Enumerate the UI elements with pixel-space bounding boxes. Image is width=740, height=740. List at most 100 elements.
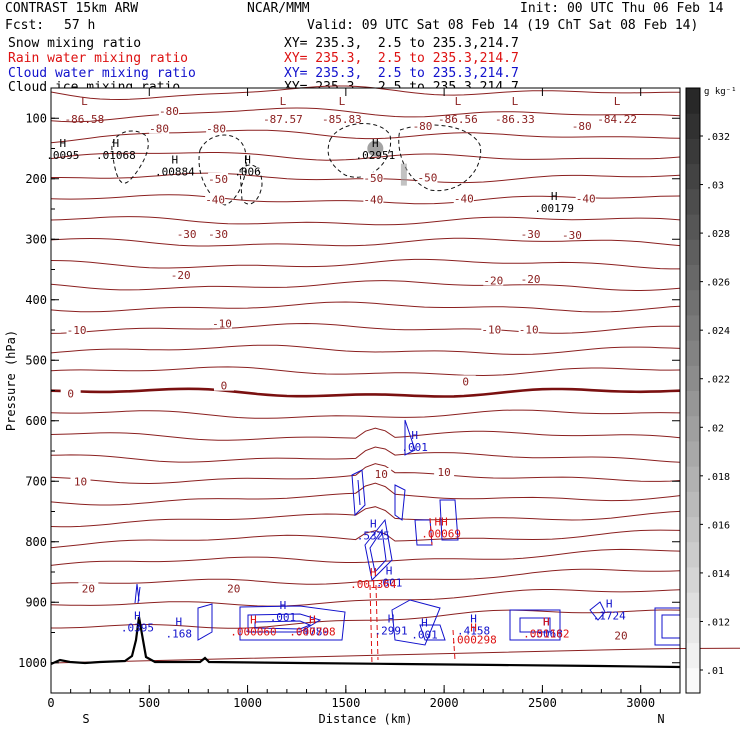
cloud-water-max-marker: H xyxy=(134,609,141,622)
temperature-label: 10 xyxy=(375,468,388,481)
temperature-contour xyxy=(50,152,681,161)
y-tick-label: 400 xyxy=(25,293,47,307)
snow-max-marker: H xyxy=(551,190,558,203)
cloud-water-max-value: .001 xyxy=(376,577,403,590)
cloud-ice-contours xyxy=(111,123,482,206)
cloud-ice-contour xyxy=(111,130,149,184)
temperature-label-bg xyxy=(417,171,438,183)
contour-labels: -80-80 -80 -80 -80-50 -50 -50-40 -40 -40 -40-30-… xyxy=(46,95,637,647)
snow-max-shade xyxy=(400,163,407,186)
temperature-contour xyxy=(50,107,681,123)
colorbar-frame xyxy=(685,87,701,694)
cloud-water-max-value: .0395 xyxy=(121,621,154,634)
temperature-label-bg xyxy=(78,582,99,594)
cloud-water-max-marker: H xyxy=(175,616,182,629)
temperature-label-bg xyxy=(149,122,170,134)
rain-max-marker: H xyxy=(309,614,316,627)
temperature-label-bg xyxy=(363,193,384,205)
colorbar-segment xyxy=(686,239,700,265)
temperature-label: -50 xyxy=(208,173,228,186)
rain-max-value: .000060 xyxy=(230,626,276,639)
colorbar-segment xyxy=(686,340,700,366)
temperature-contour xyxy=(50,366,681,377)
cloud-ice-contour xyxy=(198,134,247,206)
temperature-contour xyxy=(50,322,681,334)
temperature-contour xyxy=(50,85,680,101)
model-title: CONTRAST 15km ARW xyxy=(5,1,139,16)
temperature-label: 0 xyxy=(462,375,469,388)
temperature-contour xyxy=(50,529,681,549)
low-center-marker: L xyxy=(81,95,88,108)
cloud-water-max-marker: H xyxy=(370,518,377,531)
temperature-label-bg xyxy=(205,193,226,205)
temperature-label: -10 xyxy=(519,323,539,336)
cloud-water-max-value: .001 xyxy=(411,629,438,642)
y-axis-label: Pressure (hPa) xyxy=(4,330,18,431)
temperature-contour xyxy=(50,427,681,441)
cloud-water-max-marker: H xyxy=(606,597,613,610)
temperature-contour xyxy=(50,568,681,585)
cloud-water-max-marker: H xyxy=(280,599,287,612)
temperature-contour xyxy=(51,609,681,629)
terrain-outline xyxy=(50,616,681,669)
snow-max-value: .0095 xyxy=(46,149,79,162)
rain-max-marker: HH xyxy=(435,516,448,529)
temperature-label: -10 xyxy=(67,324,87,337)
colorbar-segment xyxy=(686,88,700,114)
temperature-label-bg xyxy=(575,192,596,204)
temperature-contour xyxy=(50,387,681,398)
temperature-label: 20 xyxy=(82,582,95,595)
temperature-label-bg xyxy=(158,104,179,116)
colorbar-tick-label: .028 xyxy=(706,229,730,240)
low-center-value: -85.83 xyxy=(322,113,362,126)
temperature-label: -50 xyxy=(417,172,437,185)
temperature-label: -40 xyxy=(363,193,383,206)
colorbar-tick-label: .032 xyxy=(706,132,730,143)
field-xy-cloud-water: XY= 235.3, 2.5 to 235.3,214.7 xyxy=(284,66,519,81)
cloud-water-max-value: .4789 xyxy=(296,626,329,639)
temperature-label: 10 xyxy=(438,466,451,479)
colorbar-tick-label: .012 xyxy=(706,617,730,628)
snow-max-value: .01068 xyxy=(96,149,136,162)
temperature-label-bg xyxy=(70,475,91,487)
temperature-contour xyxy=(50,237,681,247)
rain-max-marker: H xyxy=(543,616,550,629)
colorbar-segment xyxy=(686,667,700,694)
temperature-label-bg xyxy=(611,629,632,641)
cloud-water-contour xyxy=(197,603,213,641)
temperature-label-bg xyxy=(371,467,392,479)
cloud-ice-contour xyxy=(398,124,482,192)
temperature-label: -30 xyxy=(208,228,228,241)
temperature-contour xyxy=(50,506,681,528)
temperature-label-bg xyxy=(206,122,227,134)
left-endpoint-label: S xyxy=(82,712,89,726)
cloud-water-max-value: .1724 xyxy=(593,609,626,622)
rain-max-value: .000298 xyxy=(450,634,496,647)
temperature-contour xyxy=(50,463,681,485)
cloud-water-contour xyxy=(134,583,140,604)
y-tick-label: 800 xyxy=(25,535,47,549)
y-tick-label: 900 xyxy=(25,595,47,609)
cloud-water-contour xyxy=(137,586,141,604)
cloud-water-max-value: .5068 xyxy=(530,628,563,641)
forecast-label: Fcst: xyxy=(5,18,45,33)
colorbar-segment xyxy=(686,541,700,568)
colorbar-segment xyxy=(686,617,700,644)
colorbar-segment xyxy=(686,440,700,467)
colorbar-segment xyxy=(686,214,700,240)
x-tick-label: 500 xyxy=(138,696,160,710)
snow-max-marker: H xyxy=(244,153,251,166)
rain-contour xyxy=(369,584,373,666)
snow-max-value: .00179 xyxy=(534,202,574,215)
colorbar: .01 .012 .014 .016 .018 .02 .022 .024 .026 .028 .0… xyxy=(685,87,737,694)
temperature-contour xyxy=(50,344,681,355)
temperature-label: -80 xyxy=(413,120,433,133)
colorbar-segment xyxy=(686,314,700,341)
temperature-label-bg xyxy=(571,120,592,132)
x-tick-label: 1500 xyxy=(331,696,360,710)
cloud-water-contour xyxy=(239,605,346,641)
colorbar-segment xyxy=(686,415,700,442)
colorbar-segment xyxy=(686,642,700,669)
temperature-label-bg xyxy=(455,375,476,387)
colorbar-segment xyxy=(686,592,700,618)
